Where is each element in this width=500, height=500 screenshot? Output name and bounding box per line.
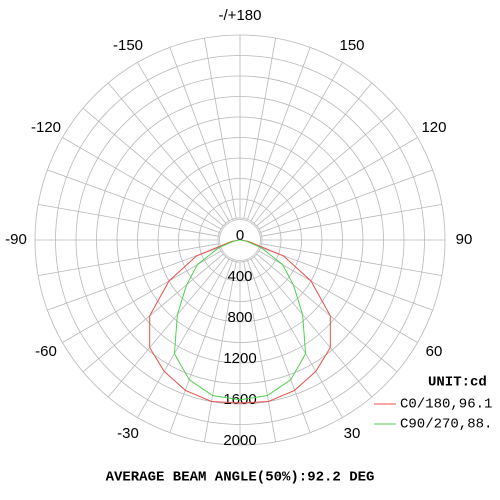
spoke	[38, 243, 219, 276]
legend-label: C0/180,96.1	[400, 397, 492, 413]
series-line	[149, 239, 331, 404]
spoke	[247, 47, 311, 220]
grid-ring	[198, 198, 282, 282]
spoke	[38, 204, 219, 237]
spoke	[204, 38, 237, 219]
spoke	[107, 82, 227, 224]
angle-tick-label: -90	[5, 231, 27, 248]
angle-tick-label: 120	[421, 119, 446, 136]
spoke	[47, 169, 220, 233]
legend-label: C90/270,88.	[400, 417, 492, 433]
grid-ring	[75, 75, 405, 405]
spoke	[107, 256, 227, 398]
unit-label: UNIT:cd	[428, 375, 487, 391]
spoke	[243, 38, 276, 219]
spoke	[261, 204, 442, 237]
angle-tick-label: -/+180	[219, 7, 262, 24]
inner-ring	[217, 217, 263, 263]
spoke	[62, 250, 222, 343]
spoke	[256, 107, 398, 227]
r-tick-label: 2000	[223, 432, 256, 449]
spoke	[169, 47, 233, 220]
angle-tick-label: 90	[456, 231, 473, 248]
r-tick-label: 800	[227, 309, 252, 326]
series-line	[173, 239, 307, 401]
angle-tick-label: 60	[426, 343, 443, 360]
grid-ring	[34, 34, 446, 446]
spoke	[260, 169, 433, 233]
angle-tick-label: -150	[113, 37, 143, 54]
spoke	[253, 82, 373, 224]
spoke	[169, 260, 233, 433]
spoke	[250, 258, 343, 418]
spoke	[82, 107, 224, 227]
spoke	[247, 260, 311, 433]
spoke	[253, 256, 373, 398]
spoke	[137, 62, 230, 222]
grid-ring	[116, 116, 364, 364]
footer: AVERAGE BEAM ANGLE(50%):92.2 DEG	[106, 470, 375, 486]
spoke	[256, 253, 398, 373]
angle-tick-label: 150	[339, 37, 364, 54]
spoke	[204, 261, 237, 442]
r-tick-label: 400	[227, 268, 252, 285]
angle-tick-label: -30	[117, 425, 139, 442]
angle-tick-label: -120	[31, 119, 61, 136]
r-tick-label: 1200	[223, 350, 256, 367]
spoke	[243, 261, 276, 442]
spoke	[258, 250, 418, 343]
spoke	[62, 137, 222, 230]
spoke	[250, 62, 343, 222]
spoke	[260, 247, 433, 311]
spoke	[82, 253, 224, 373]
spoke	[47, 247, 220, 311]
minor-ring	[219, 219, 261, 261]
spoke	[258, 137, 418, 230]
spoke	[261, 243, 442, 276]
angle-tick-label: -60	[35, 343, 57, 360]
angle-tick-label: 30	[344, 425, 361, 442]
spoke	[137, 258, 230, 418]
r-tick-label: 0	[236, 227, 244, 244]
grid-ring	[157, 157, 323, 323]
